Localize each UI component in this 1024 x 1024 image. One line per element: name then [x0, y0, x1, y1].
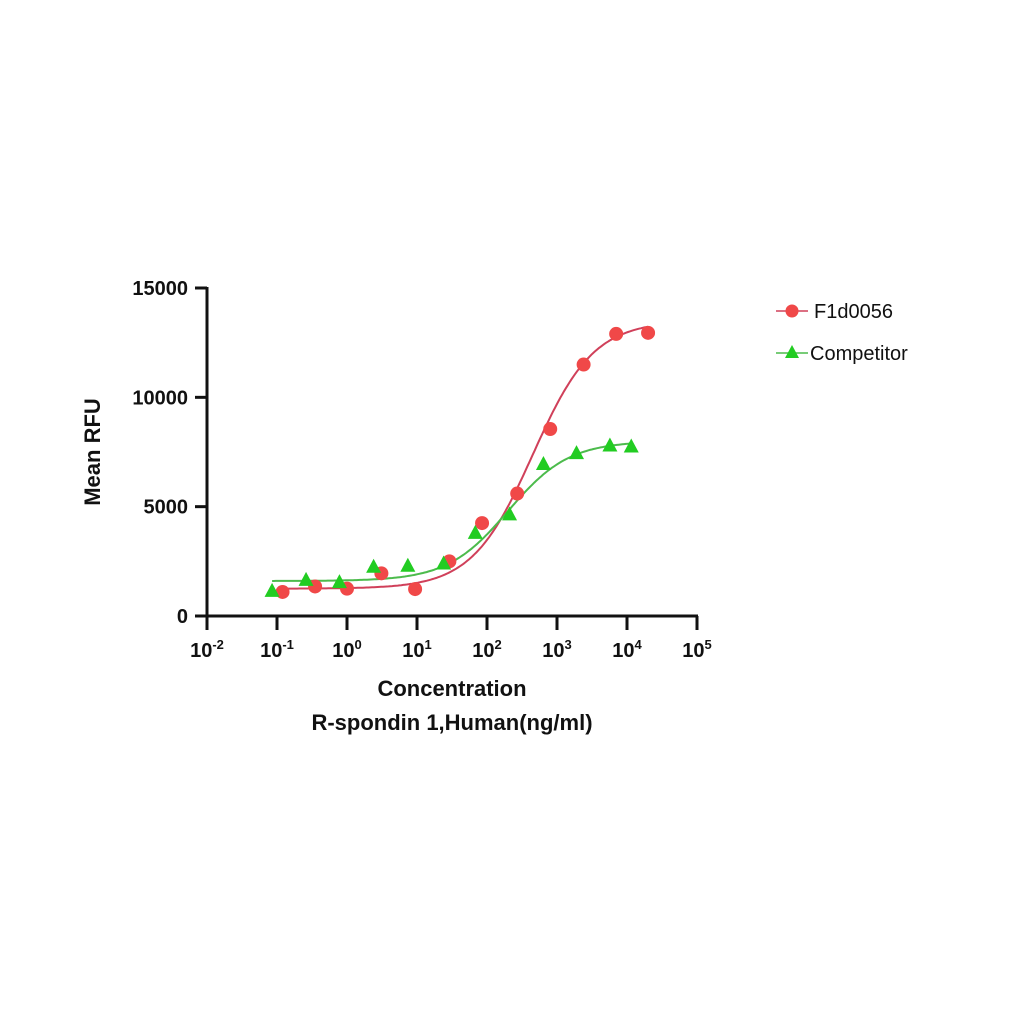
legend-item-competitor: Competitor	[776, 343, 908, 365]
legend-label-f1d0056: F1d0056	[814, 301, 893, 323]
data-point-circle	[408, 582, 423, 597]
x-tick-label: 102	[472, 637, 501, 662]
y-tick-label: 15000	[132, 278, 188, 300]
data-point-circle	[275, 584, 290, 599]
x-axis-title: Concentration	[377, 676, 526, 701]
legend: F1d0056 Competitor	[776, 301, 908, 365]
x-axis-subtitle: R-spondin 1,Human(ng/ml)	[311, 710, 592, 735]
fit-curves	[272, 325, 649, 590]
data-point-triangle	[436, 555, 452, 570]
data-point-triangle	[569, 445, 585, 460]
triangle-marker-icon	[785, 345, 799, 358]
data-point-triangle	[602, 437, 618, 452]
data-point-triangle	[623, 438, 639, 453]
x-tick-label: 101	[402, 637, 431, 662]
data-point-triangle	[502, 506, 518, 521]
legend-item-f1d0056: F1d0056	[776, 301, 893, 323]
data-point-circle	[510, 486, 525, 501]
x-tick-label: 10-2	[190, 637, 224, 662]
data-point-triangle	[264, 582, 280, 597]
x-tick-label: 104	[612, 637, 642, 662]
data-points	[264, 325, 656, 599]
circle-marker-icon	[785, 304, 799, 318]
x-tick-label: 105	[682, 637, 711, 662]
data-point-triangle	[400, 557, 416, 572]
y-tick-label: 5000	[144, 497, 189, 519]
data-point-circle	[609, 326, 624, 341]
x-tick-label: 103	[542, 637, 571, 662]
y-tick-label: 10000	[132, 387, 188, 409]
data-point-triangle	[331, 574, 347, 589]
y-tick-label: 0	[177, 606, 188, 628]
data-point-circle	[475, 516, 490, 531]
y-axis-title: Mean RFU	[80, 398, 105, 506]
data-point-circle	[576, 357, 591, 372]
data-point-circle	[543, 422, 558, 437]
legend-label-competitor: Competitor	[810, 343, 908, 365]
fit-curve-f1d0056	[282, 325, 649, 590]
data-point-triangle	[298, 571, 314, 586]
data-point-triangle	[467, 524, 483, 539]
data-point-circle	[641, 325, 656, 340]
y-axis: 0 5000 10000 15000	[132, 278, 209, 630]
x-tick-label: 100	[332, 637, 361, 662]
x-axis: 10-2 10-1 100 101 102 103 104 105	[190, 614, 712, 662]
data-point-triangle	[535, 456, 551, 471]
data-point-triangle	[366, 558, 382, 573]
x-tick-label: 10-1	[260, 637, 294, 662]
